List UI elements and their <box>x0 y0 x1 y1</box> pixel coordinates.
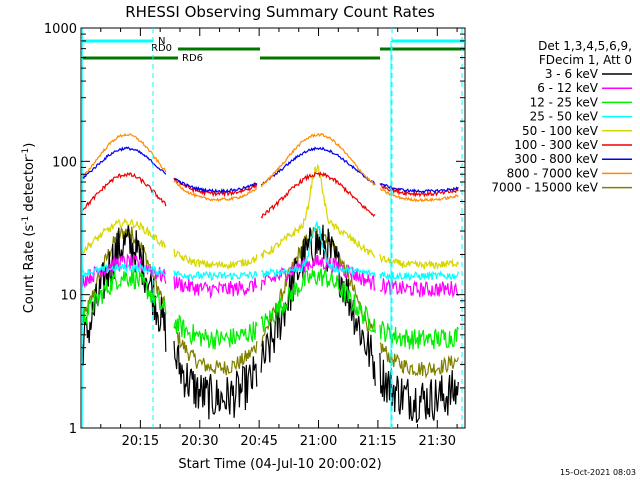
flag-label-n: N <box>158 36 165 47</box>
x-tick-label-3: 21:00 <box>300 434 337 449</box>
series-7-segment-0 <box>81 132 167 178</box>
data-layer <box>81 132 459 424</box>
x-tick-label-0: 20:15 <box>122 434 159 449</box>
series-4-segment-3 <box>379 253 459 271</box>
legend-label-2: 12 - 25 keV <box>530 95 599 109</box>
tick-layer: 20:15 20:30 20:45 21:00 21:15 21:30 1 10 100 1000 <box>44 22 465 449</box>
series-0 <box>81 224 459 424</box>
series-1-segment-1 <box>173 275 258 300</box>
y-axis-label: Count Rate (s-1 detector-1) <box>21 143 37 314</box>
x-tick-label-4: 21:15 <box>359 434 396 449</box>
flag-label-rd0: RD0 <box>151 43 172 54</box>
y-tick-label-1: 10 <box>60 289 77 304</box>
series-3-segment-1 <box>173 270 258 281</box>
series-5-segment-1 <box>173 177 258 198</box>
series-4 <box>81 163 459 271</box>
series-4-segment-1 <box>173 248 258 271</box>
series-2-segment-3 <box>379 321 459 350</box>
legend-label-4: 50 - 100 keV <box>522 124 599 138</box>
series-8-segment-1 <box>173 324 258 376</box>
chart-title: RHESSI Observing Summary Count Rates <box>125 3 435 21</box>
series-3-segment-2 <box>260 221 376 278</box>
footer-timestamp: 15-Oct-2021 08:03 <box>560 468 636 477</box>
series-2-segment-1 <box>173 314 258 350</box>
y-tick-label-2: 100 <box>52 155 77 170</box>
legend-header-line-2: FDecim 1, Att 0 <box>539 53 632 67</box>
x-tick-label-2: 20:45 <box>240 434 277 449</box>
legend-label-6: 300 - 800 keV <box>514 152 598 166</box>
series-7-segment-3 <box>379 187 459 203</box>
series-4-segment-0 <box>81 218 167 256</box>
series-4-segment-2 <box>260 163 376 259</box>
plot-frame <box>80 27 466 429</box>
series-1-segment-3 <box>379 278 459 299</box>
series-3-segment-0 <box>81 262 167 277</box>
series-6 <box>81 146 459 194</box>
y-tick-label-0: 1 <box>69 422 77 437</box>
x-tick-label-1: 20:30 <box>181 434 218 449</box>
series-0-segment-0 <box>81 224 167 366</box>
y-tick-label-3: 1000 <box>44 22 77 37</box>
x-axis-label: Start Time (04-Jul-10 20:00:02) <box>178 457 381 472</box>
series-0-segment-3 <box>379 352 459 424</box>
series-0-segment-2 <box>260 224 376 386</box>
series-1 <box>81 253 459 300</box>
series-5-segment-0 <box>82 172 167 211</box>
series-8-segment-3 <box>379 342 459 379</box>
x-tick-label-5: 21:30 <box>419 434 456 449</box>
series-5-segment-2 <box>260 171 376 219</box>
series-6-segment-1 <box>173 177 258 194</box>
series-2-segment-0 <box>81 269 167 326</box>
series-2 <box>81 268 459 350</box>
legend-label-3: 25 - 50 keV <box>530 110 599 124</box>
series-7-segment-2 <box>260 132 376 188</box>
series-0-segment-1 <box>173 340 258 420</box>
series-3-segment-3 <box>379 269 459 281</box>
legend-label-8: 7000 - 15000 keV <box>491 181 598 195</box>
legend-label-5: 100 - 300 keV <box>514 138 598 152</box>
series-7-segment-1 <box>173 180 258 203</box>
series-6-segment-3 <box>379 183 459 194</box>
series-6-segment-2 <box>260 146 376 186</box>
series-7 <box>81 132 459 203</box>
legend-label-7: 800 - 7000 keV <box>507 166 599 180</box>
series-1-segment-2 <box>260 254 376 292</box>
legend-header-line-1: Det 1,3,4,5,6,9, <box>538 39 632 53</box>
series-2-segment-2 <box>260 268 376 334</box>
legend-label-0: 3 - 6 keV <box>545 67 599 81</box>
flag-label-rd6: RD6 <box>182 53 203 64</box>
series-6-segment-0 <box>81 146 167 180</box>
legend-label-1: 6 - 12 keV <box>537 81 599 95</box>
legend: Det 1,3,4,5,6,9, FDecim 1, Att 0 3 - 6 k… <box>491 39 632 195</box>
series-3 <box>81 221 459 281</box>
